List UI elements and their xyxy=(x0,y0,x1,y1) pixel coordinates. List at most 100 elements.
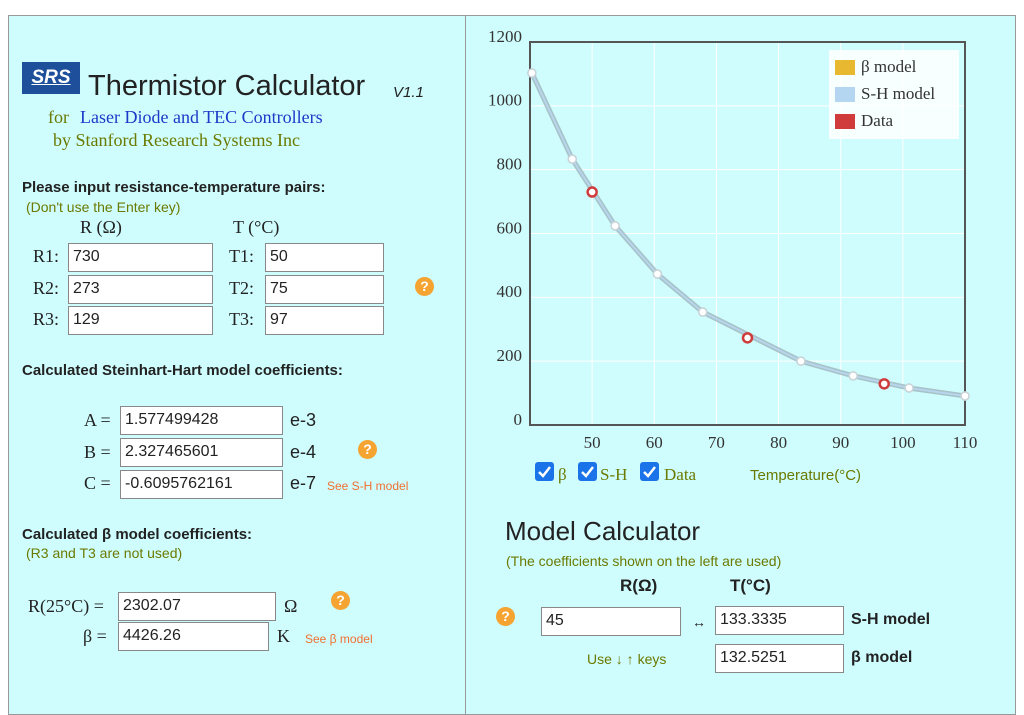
help-icon[interactable]: ? xyxy=(415,277,434,296)
label: R2: xyxy=(33,278,60,298)
label: B = xyxy=(84,442,111,462)
checkbox[interactable] xyxy=(640,462,659,481)
checkbox[interactable] xyxy=(535,462,554,481)
y-tick-label: 1200 xyxy=(488,27,522,46)
input[interactable]: 50 xyxy=(265,243,384,272)
chart: 0 200 400 600 800 1000 1200 50 60 70 80 90 100 110 β m… xyxy=(488,27,978,452)
link[interactable]: See β model xyxy=(305,632,373,646)
point xyxy=(567,154,578,164)
exponent: e-3 xyxy=(290,410,317,430)
toggle-label[interactable]: β xyxy=(558,465,567,484)
unit: Ω xyxy=(284,596,298,616)
hint: Use ↓ ↑ keys xyxy=(587,651,667,667)
input[interactable]: 129 xyxy=(68,306,213,335)
heading: Calculated Steinhart-Hart model coeffici… xyxy=(22,362,343,379)
column-header: R(Ω) xyxy=(620,576,658,595)
x-tick-label: 110 xyxy=(953,433,978,452)
x-tick-label: 100 xyxy=(890,433,916,452)
label: A = xyxy=(84,410,111,430)
subtitle: by Stanford Research Systems Inc xyxy=(53,130,300,150)
unit: K xyxy=(277,626,290,646)
label: R3: xyxy=(33,309,60,329)
label: β = xyxy=(83,626,107,646)
input[interactable]: 2302.07 xyxy=(118,592,276,621)
check-mark xyxy=(581,466,594,478)
logo: SRS xyxy=(22,62,80,94)
input[interactable]: 273 xyxy=(68,275,213,304)
exponent: e-4 xyxy=(290,442,317,462)
y-tick-label: 800 xyxy=(497,155,523,174)
heading: Calculated β model coefficients: xyxy=(22,526,253,543)
input[interactable]: 4426.26 xyxy=(118,622,269,651)
legend-swatch xyxy=(835,60,855,75)
y-tick-label: 400 xyxy=(497,282,523,301)
column-header: R (Ω) xyxy=(80,217,122,237)
label: R(25°C) = xyxy=(28,596,104,616)
point xyxy=(960,391,970,401)
column-header: T (°C) xyxy=(233,217,280,237)
label: S-H model xyxy=(851,611,931,628)
x-tick-label: 80 xyxy=(770,433,787,452)
point xyxy=(904,383,914,393)
link[interactable]: See S-H model xyxy=(327,479,409,493)
label: T3: xyxy=(229,309,254,329)
help-icon[interactable]: ? xyxy=(331,591,350,610)
toggle-label[interactable]: Data xyxy=(664,465,697,484)
label: R1: xyxy=(33,246,60,266)
point xyxy=(796,356,806,366)
x-tick-label: 90 xyxy=(832,433,849,452)
x-axis-label: Temperature(°C) xyxy=(750,467,862,484)
subtitle-prefix: for xyxy=(48,107,69,127)
note: (The coefficients shown on the left are … xyxy=(506,553,782,569)
input[interactable]: 2.327465601 xyxy=(120,438,283,467)
input[interactable]: 75 xyxy=(265,275,384,304)
title: Thermistor Calculator xyxy=(88,70,366,102)
input[interactable]: 133.3335 xyxy=(715,606,844,635)
data-point xyxy=(878,378,890,390)
note: (Don't use the Enter key) xyxy=(26,199,181,215)
legend-label: β model xyxy=(861,57,917,76)
calculator-title: Model Calculator xyxy=(505,516,701,546)
heading: Please input resistance-temperature pair… xyxy=(22,179,326,196)
x-tick-label: 70 xyxy=(708,433,725,452)
data-point xyxy=(586,186,598,198)
input[interactable]: 45 xyxy=(541,607,681,636)
point xyxy=(652,269,663,279)
version: V1.1 xyxy=(393,84,424,101)
exponent: e-7 xyxy=(290,473,317,493)
y-tick-label: 200 xyxy=(497,346,523,365)
label: T2: xyxy=(229,278,254,298)
point xyxy=(848,371,858,381)
input[interactable]: 97 xyxy=(265,306,384,335)
data-point xyxy=(741,332,754,344)
help-icon[interactable]: ? xyxy=(496,607,515,626)
point xyxy=(527,68,537,78)
point xyxy=(698,307,708,317)
y-tick-label: 1000 xyxy=(488,91,522,110)
subtitle: Laser Diode and TEC Controllers xyxy=(80,107,323,127)
legend-label: Data xyxy=(861,111,894,130)
input[interactable]: 132.5251 xyxy=(715,644,844,673)
legend-swatch xyxy=(835,87,855,102)
input[interactable]: 730 xyxy=(68,243,213,272)
x-tick-label: 60 xyxy=(646,433,663,452)
label: T1: xyxy=(229,246,254,266)
label: β model xyxy=(851,649,913,666)
check-mark xyxy=(538,466,551,478)
plot-frame xyxy=(529,41,966,426)
y-tick-label: 600 xyxy=(497,218,523,237)
label: C = xyxy=(84,473,111,493)
column-header: T(°C) xyxy=(730,576,771,595)
input[interactable]: 1.577499428 xyxy=(120,406,283,435)
toggle-label[interactable]: S-H xyxy=(600,465,628,484)
help-icon[interactable]: ? xyxy=(358,440,377,459)
input[interactable]: -0.6095762161 xyxy=(120,470,283,499)
checkbox[interactable] xyxy=(578,462,597,481)
check-mark xyxy=(643,466,656,478)
y-tick-label: 0 xyxy=(514,410,523,429)
point xyxy=(610,221,620,231)
legend-swatch xyxy=(835,114,855,129)
legend-label: S-H model xyxy=(861,84,935,103)
note: (R3 and T3 are not used) xyxy=(26,545,183,561)
